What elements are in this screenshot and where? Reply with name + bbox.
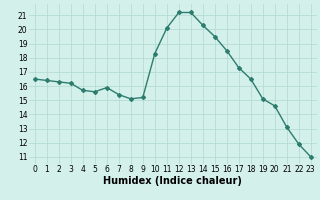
X-axis label: Humidex (Indice chaleur): Humidex (Indice chaleur) [103,176,242,186]
